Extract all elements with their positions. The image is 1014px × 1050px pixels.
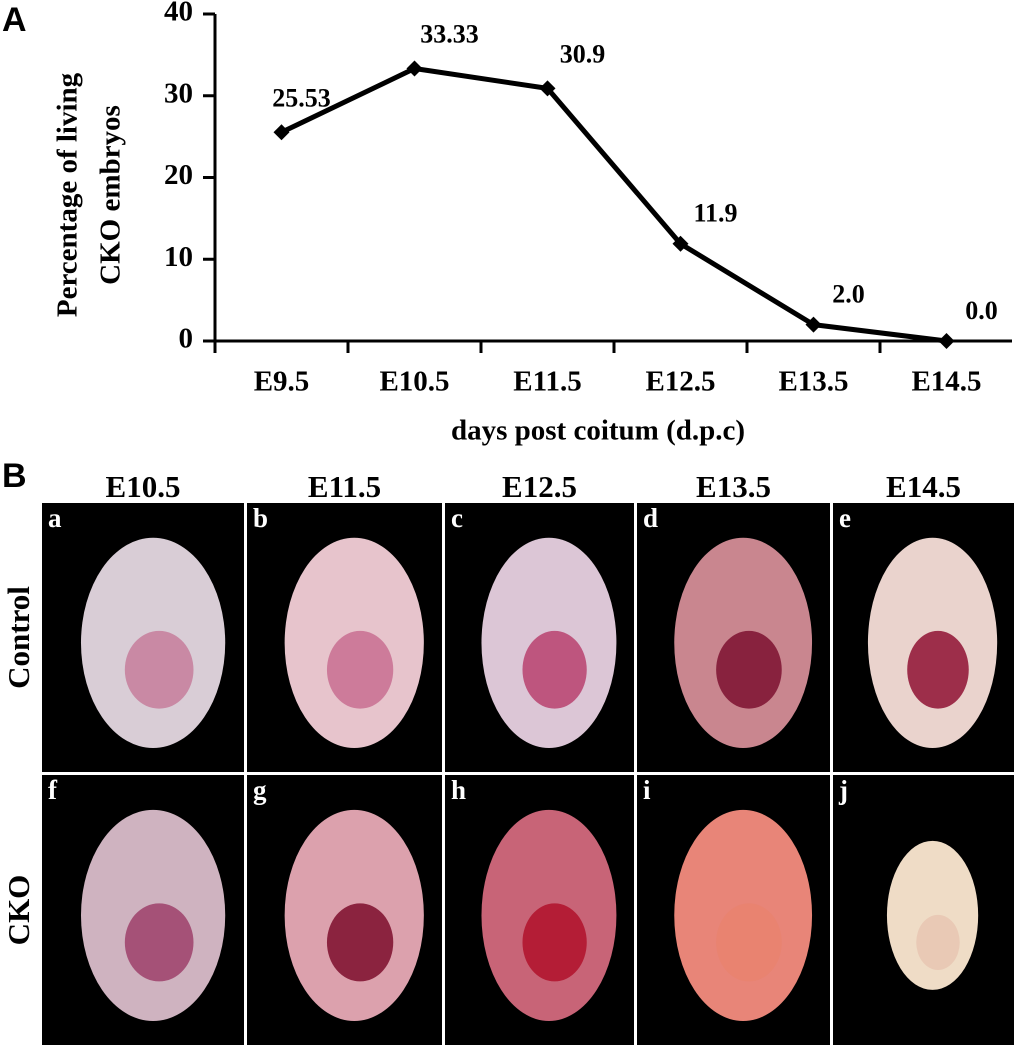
column-label: E14.5 <box>886 469 961 504</box>
y-tick-label: 40 <box>164 0 193 28</box>
row-label: Control <box>1 586 36 689</box>
column-label: E12.5 <box>502 469 577 504</box>
column-label: E10.5 <box>106 469 181 504</box>
data-point <box>539 80 556 97</box>
panel-label: A <box>2 1 27 39</box>
embryo-core <box>522 630 587 709</box>
image-letter: e <box>839 503 851 533</box>
data-point <box>672 235 689 252</box>
x-tick-label: E14.5 <box>911 366 981 398</box>
x-tick-label: E13.5 <box>778 366 848 398</box>
image-letter: h <box>451 775 466 805</box>
embryo-core <box>916 914 960 970</box>
image-letter: f <box>48 775 58 805</box>
x-axis-title: days post coitum (d.p.c) <box>451 415 745 447</box>
panel-label: B <box>2 457 27 495</box>
image-letter: j <box>838 775 848 805</box>
data-label: 0.0 <box>965 296 998 325</box>
data-label: 33.33 <box>420 19 479 48</box>
row-label: CKO <box>1 875 36 946</box>
y-axis-title: Percentage of living <box>52 72 84 317</box>
data-point <box>805 316 822 333</box>
data-label: 30.9 <box>560 39 606 68</box>
y-axis-title: CKO embryos <box>95 105 127 285</box>
image-letter: c <box>451 503 463 533</box>
data-label: 2.0 <box>832 280 865 309</box>
y-tick-label: 20 <box>164 159 193 191</box>
x-tick-label: E10.5 <box>379 366 449 398</box>
data-point <box>273 124 290 141</box>
image-letter: b <box>253 503 268 533</box>
data-label: 25.53 <box>272 83 331 112</box>
x-tick-label: E9.5 <box>254 366 310 398</box>
image-letter: d <box>643 503 658 533</box>
embryo-core <box>124 903 194 982</box>
y-tick-label: 0 <box>179 323 194 355</box>
image-letter: i <box>643 775 651 805</box>
embryo-core <box>522 903 587 982</box>
column-label: E13.5 <box>696 469 771 504</box>
data-point <box>406 60 423 77</box>
x-tick-label: E12.5 <box>645 366 715 398</box>
image-letter: a <box>48 503 62 533</box>
embryo-core <box>907 630 969 709</box>
x-tick-label: E11.5 <box>513 366 582 398</box>
y-tick-label: 30 <box>164 77 193 109</box>
embryo-core <box>716 630 782 709</box>
data-point <box>938 333 955 349</box>
y-tick-label: 10 <box>164 241 193 273</box>
image-letter: g <box>253 775 267 805</box>
embryo-core <box>124 630 194 709</box>
data-label: 11.9 <box>693 199 737 228</box>
embryo-core <box>326 903 394 982</box>
embryo-core <box>716 903 782 982</box>
column-label: E11.5 <box>308 469 381 504</box>
embryo-core <box>326 630 394 709</box>
data-line <box>280 66 947 344</box>
